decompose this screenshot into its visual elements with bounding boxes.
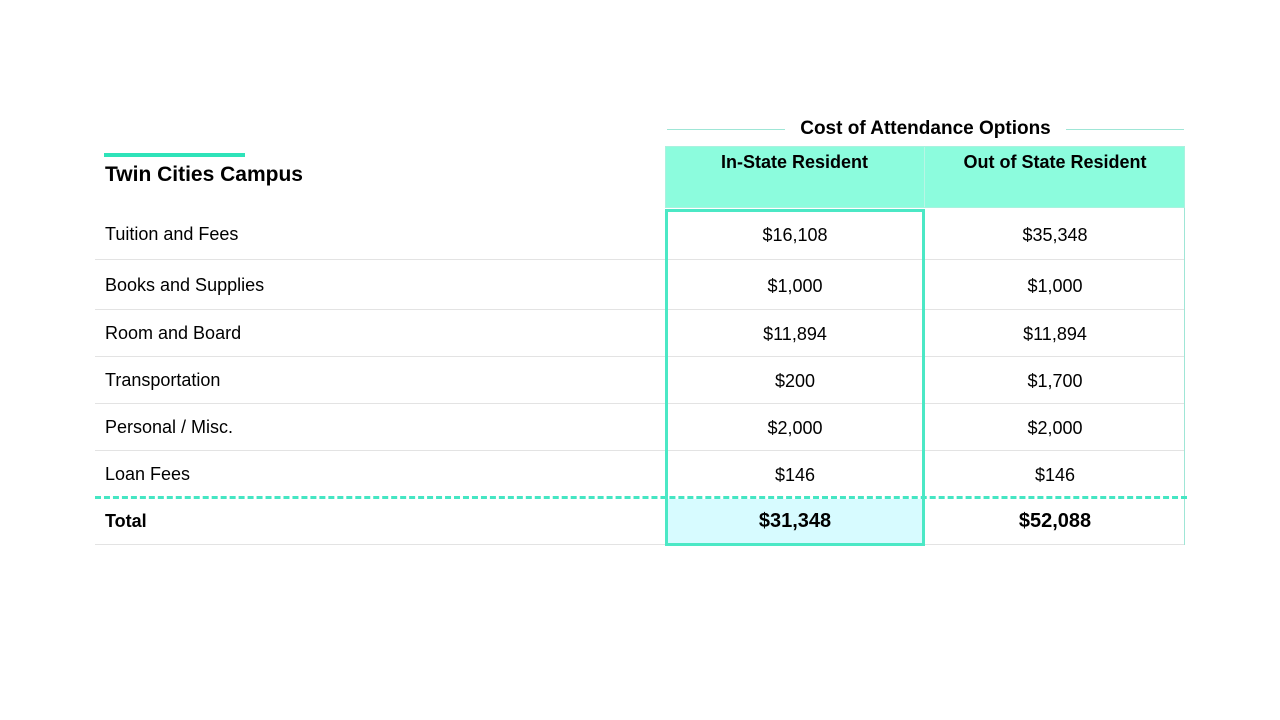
- row-label: Room and Board: [105, 323, 242, 343]
- table-row-total: Total $31,348 $52,088: [95, 498, 1185, 545]
- in-state-value: $200: [774, 371, 816, 391]
- out-of-state-value: $2,000: [1027, 418, 1083, 438]
- out-of-state-value: $35,348: [1022, 225, 1088, 245]
- title-accent-bar: [104, 153, 245, 157]
- total-separator-dashed: [95, 496, 1187, 499]
- table-row-books: Books and Supplies $1,000 $1,000: [95, 260, 1185, 310]
- table-row-personal: Personal / Misc. $2,000 $2,000: [95, 404, 1185, 451]
- header-rule-left: [667, 129, 785, 130]
- table-row-room-board: Room and Board $11,894 $11,894: [95, 310, 1185, 357]
- in-state-total: $31,348: [758, 510, 832, 532]
- in-state-value: $1,000: [767, 276, 823, 296]
- row-label: Tuition and Fees: [105, 224, 239, 244]
- row-label: Books and Supplies: [105, 275, 265, 295]
- out-of-state-value: $1,000: [1027, 276, 1083, 296]
- column-header-out-of-state: Out of State Resident: [925, 146, 1185, 208]
- total-label: Total: [105, 511, 147, 531]
- header-rule-right: [1066, 129, 1184, 130]
- row-label: Loan Fees: [105, 464, 191, 484]
- table-row-transportation: Transportation $200 $1,700: [95, 357, 1185, 404]
- cost-of-attendance-label: Cost of Attendance Options: [800, 118, 1051, 139]
- table-row-tuition: Tuition and Fees $16,108 $35,348: [95, 209, 1185, 260]
- table-row-loan-fees: Loan Fees $146 $146: [95, 451, 1185, 498]
- out-of-state-total: $52,088: [1018, 510, 1092, 532]
- out-of-state-value: $1,700: [1027, 371, 1083, 391]
- row-label: Personal / Misc.: [105, 417, 234, 437]
- column-header-in-state: In-State Resident: [665, 146, 925, 208]
- campus-title: Twin Cities Campus: [105, 163, 303, 186]
- total-highlight-fill: [667, 499, 924, 544]
- out-of-state-value: $11,894: [1023, 324, 1087, 344]
- in-state-value: $11,894: [763, 324, 827, 344]
- out-of-state-value: $146: [1034, 465, 1076, 485]
- out-of-state-column-border: [1184, 208, 1185, 545]
- row-label: Transportation: [105, 370, 221, 390]
- in-state-value: $2,000: [767, 418, 823, 438]
- in-state-value: $146: [774, 465, 816, 485]
- in-state-value: $16,108: [762, 225, 828, 245]
- cost-of-attendance-header: Cost of Attendance Options: [667, 116, 1184, 142]
